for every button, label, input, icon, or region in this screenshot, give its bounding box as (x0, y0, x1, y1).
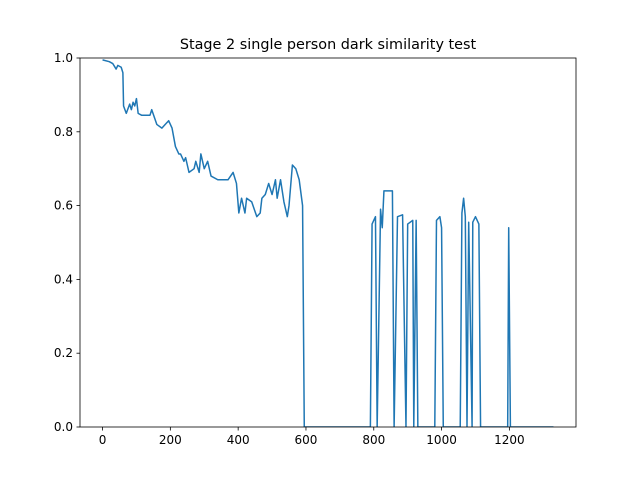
x-tick-label: 400 (227, 433, 250, 447)
x-tick-label: 1000 (426, 433, 457, 447)
y-tick-label: 1.0 (54, 51, 73, 65)
data-line (102, 59, 554, 427)
plot-frame (79, 57, 577, 428)
y-tick-label: 0.0 (54, 420, 73, 434)
chart-title: Stage 2 single person dark similarity te… (180, 37, 477, 53)
x-tick-label: 1200 (494, 433, 525, 447)
y-tick-label: 0.8 (54, 125, 73, 139)
x-tick-label: 0 (99, 433, 107, 447)
y-tick-label: 0.6 (54, 199, 73, 213)
x-tick-label: 600 (295, 433, 318, 447)
x-tick-label: 800 (362, 433, 385, 447)
x-tick-label: 200 (159, 433, 182, 447)
y-tick-label: 0.2 (54, 346, 73, 360)
y-tick-label: 0.4 (54, 272, 73, 286)
